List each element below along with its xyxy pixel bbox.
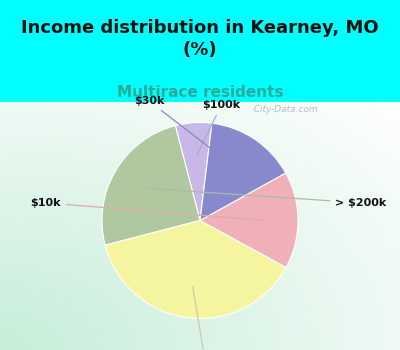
Text: Income distribution in Kearney, MO
(%): Income distribution in Kearney, MO (%)	[21, 19, 379, 59]
Wedge shape	[105, 220, 286, 318]
Wedge shape	[200, 123, 286, 220]
Wedge shape	[175, 122, 212, 220]
Text: $30k: $30k	[134, 96, 234, 166]
Wedge shape	[200, 173, 298, 267]
Text: $10k: $10k	[30, 198, 261, 220]
Text: $200k: $200k	[186, 286, 224, 350]
Text: $100k: $100k	[197, 100, 241, 154]
Wedge shape	[102, 126, 200, 245]
Text: Multirace residents: Multirace residents	[117, 85, 283, 100]
Text: City-Data.com: City-Data.com	[248, 105, 318, 114]
Text: > $200k: > $200k	[148, 188, 386, 208]
